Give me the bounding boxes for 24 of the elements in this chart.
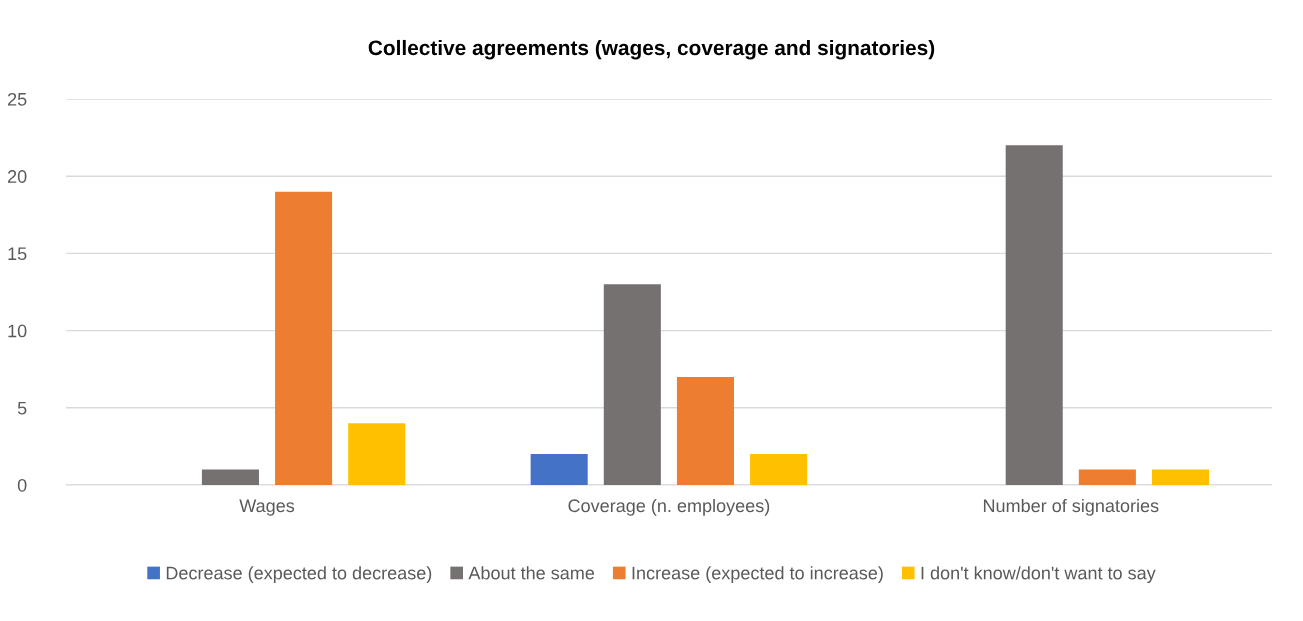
legend-label: I don't know/don't want to say <box>921 566 1156 584</box>
x-tick-label: Wages <box>239 499 295 516</box>
x-tick-label: Coverage (n. employees) <box>568 498 770 516</box>
bar <box>603 284 661 485</box>
legend-label: Decrease (expected to decrease) <box>166 566 432 584</box>
y-tick-label: 0 <box>17 478 27 492</box>
bar <box>1078 469 1136 485</box>
y-tick-label: 15 <box>8 247 27 261</box>
y-tick-label: 20 <box>8 170 27 183</box>
bar <box>1151 469 1210 485</box>
bar <box>275 191 333 485</box>
y-tick-label: 10 <box>8 324 27 338</box>
y-tick-label: 5 <box>17 401 27 415</box>
chart-title: Collective agreements (wages, coverage and signatories) <box>368 39 935 60</box>
legend-label: Increase (expected to increase) <box>632 566 883 584</box>
bar <box>1005 145 1063 485</box>
y-tick-label: 25 <box>8 92 27 106</box>
bar <box>201 469 259 485</box>
legend-label: About the same <box>468 566 595 580</box>
bar <box>348 423 406 485</box>
bar <box>676 376 734 485</box>
bar <box>530 454 588 485</box>
x-tick-label: Number of signatories <box>983 498 1159 516</box>
bar <box>750 454 808 485</box>
